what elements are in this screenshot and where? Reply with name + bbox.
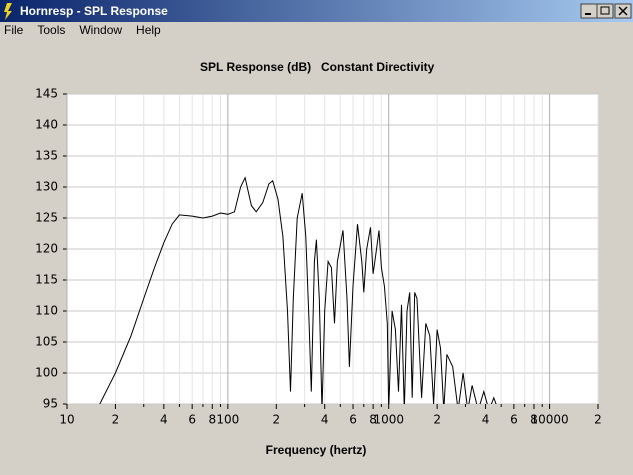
y-tick-label: 100 (35, 366, 58, 380)
x-tick-label: 8 (369, 413, 377, 427)
y-tick-label: 95 (43, 397, 58, 411)
x-tick-label: 6 (510, 413, 518, 427)
chart-subtitle: Constant Directivity (321, 60, 435, 74)
x-axis-label: Frequency (hertz) (266, 443, 367, 457)
y-tick-label: 140 (35, 118, 58, 132)
x-tick-label: 1000 (373, 413, 404, 427)
x-tick-label: 8 (208, 413, 216, 427)
y-tick-label: 105 (35, 335, 58, 349)
x-tick-label: 2 (433, 413, 441, 427)
response-curve (99, 176, 497, 404)
close-icon (618, 6, 628, 16)
plot (99, 176, 497, 404)
app-icon (4, 3, 12, 20)
x-tick-label: 2 (272, 413, 280, 427)
y-tick-label: 120 (35, 242, 58, 256)
x-tick-label: 4 (160, 413, 168, 427)
x-tick-label: 6 (188, 413, 196, 427)
x-tick-label: 4 (482, 413, 490, 427)
x-tick-label: 10 (59, 413, 74, 427)
maximize-icon (600, 6, 610, 15)
y-tick-label: 130 (35, 180, 58, 194)
minimize-button[interactable] (580, 3, 598, 19)
x-tick-label: 4 (321, 413, 329, 427)
x-tick-label: 10000 (530, 413, 568, 427)
menu-item[interactable]: Tools (37, 23, 65, 37)
maximize-button[interactable] (596, 3, 614, 19)
menu-item[interactable]: Help (136, 23, 161, 37)
x-tick-label: 2 (112, 413, 120, 427)
y-tick-label: 145 (35, 87, 58, 101)
y-tick-label: 135 (35, 149, 58, 163)
x-tick-label: 8 (530, 413, 538, 427)
title-bar (0, 0, 633, 22)
window-buttons[interactable] (580, 3, 632, 19)
window-title: Hornresp - SPL Response (20, 4, 168, 18)
menu-item[interactable]: Window (79, 23, 122, 37)
y-tick-label: 125 (35, 211, 58, 225)
x-tick-label: 2 (594, 413, 602, 427)
x-tick-label: 6 (349, 413, 357, 427)
menu-item[interactable]: File (4, 23, 24, 37)
x-tick-label: 100 (216, 413, 239, 427)
y-tick-label: 110 (35, 304, 58, 318)
menu-bar: File Tools Window Help (4, 23, 161, 37)
chart-title: SPL Response (dB) (200, 60, 311, 74)
y-tick-label: 115 (35, 273, 58, 287)
